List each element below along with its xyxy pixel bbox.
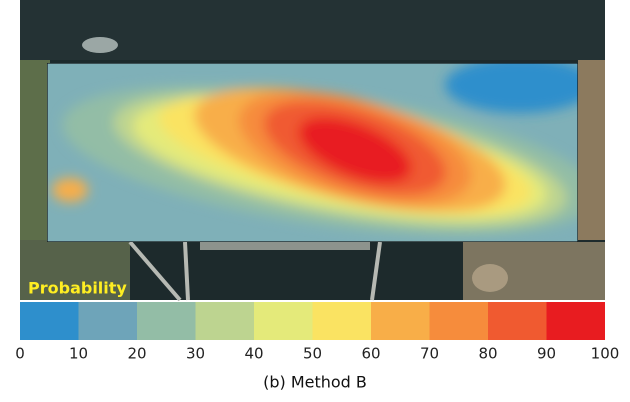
- tick-label: 0: [15, 345, 25, 363]
- tick-label: 20: [127, 345, 146, 363]
- caption: (b) Method B: [263, 373, 367, 392]
- colorbar-bin: [78, 302, 137, 340]
- colorbar-bin: [312, 302, 371, 340]
- colorbar-bin: [254, 302, 313, 340]
- colorbar-bin: [371, 302, 430, 340]
- colorbar-bin: [488, 302, 547, 340]
- tick-label: 10: [69, 345, 88, 363]
- tick-label: 70: [420, 345, 439, 363]
- tick-label: 40: [244, 345, 263, 363]
- colorbar-bin: [137, 302, 196, 340]
- colorbar-bin: [546, 302, 605, 340]
- tick-label: 100: [591, 345, 620, 363]
- colorbar-bin: [429, 302, 488, 340]
- probability-overlay: [47, 63, 578, 242]
- tick-label: 60: [361, 345, 380, 363]
- colorbar: 0 10 20 30 40 50 60 70 80 90 100: [15, 302, 619, 363]
- tick-label: 90: [537, 345, 556, 363]
- tick-label: 80: [478, 345, 497, 363]
- colorbar-bin: [20, 302, 79, 340]
- tick-label: 50: [303, 345, 322, 363]
- tick-label: 30: [186, 345, 205, 363]
- legend-title: Probability: [28, 279, 127, 298]
- colorbar-bin: [195, 302, 254, 340]
